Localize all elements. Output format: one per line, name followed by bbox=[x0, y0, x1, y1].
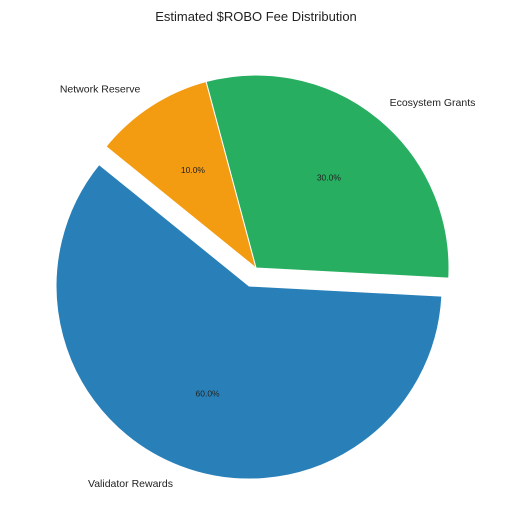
pie-slice-network-reserve bbox=[105, 80, 257, 270]
slice-label-network-reserve: Network Reserve bbox=[60, 84, 141, 96]
slices-layer bbox=[55, 74, 450, 480]
labels-layer: Ecosystem Grants 30.0% Network Reserve 10.0… bbox=[60, 84, 476, 490]
slice-percent-validator-rewards: 60.0% bbox=[196, 388, 221, 398]
pie-slice-validator-rewards bbox=[55, 163, 443, 480]
slice-percent-ecosystem-grants: 30.0% bbox=[317, 172, 342, 182]
chart-title: Estimated $ROBO Fee Distribution bbox=[155, 9, 357, 24]
pie-slice-ecosystem-grants bbox=[205, 74, 450, 279]
slice-label-ecosystem-grants: Ecosystem Grants bbox=[390, 97, 476, 109]
slice-label-validator-rewards: Validator Rewards bbox=[88, 478, 173, 490]
slice-percent-network-reserve: 10.0% bbox=[181, 165, 206, 175]
